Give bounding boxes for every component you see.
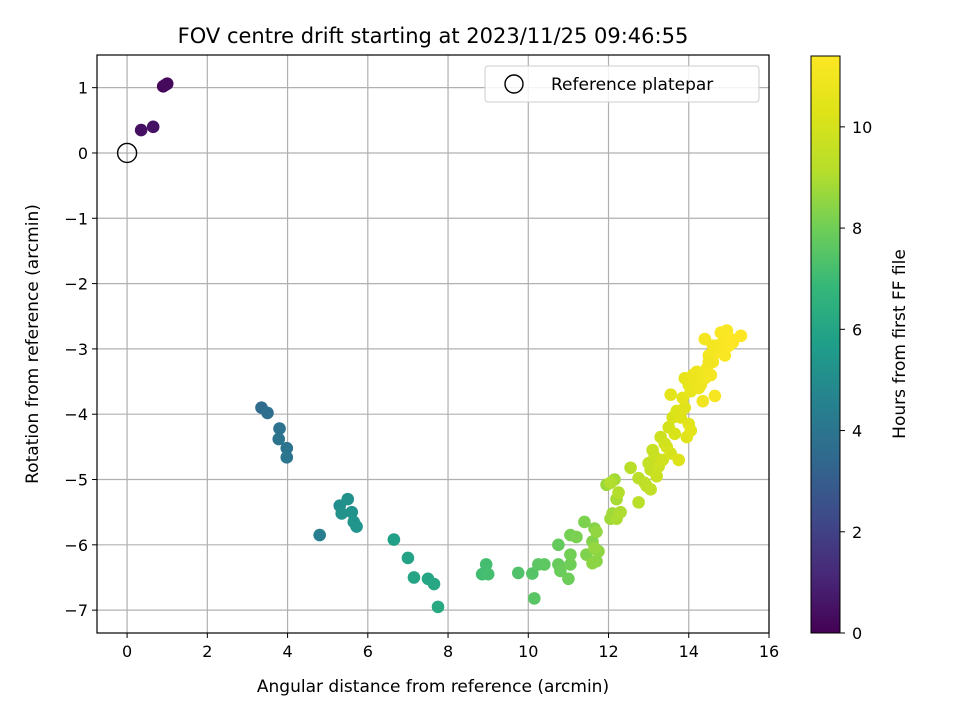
colorbar-tick-label: 0 <box>852 624 862 643</box>
x-tick-label: 14 <box>679 642 699 661</box>
grid-lines <box>97 55 770 633</box>
data-points <box>134 77 748 614</box>
colorbar-tick-label: 6 <box>852 320 862 339</box>
y-tick-label: −1 <box>64 209 88 228</box>
data-point <box>678 401 692 414</box>
data-point <box>644 483 657 496</box>
data-point <box>134 123 148 137</box>
data-point <box>431 600 445 614</box>
colorbar-tick-label: 4 <box>852 422 862 441</box>
colorbar-tick-label: 2 <box>852 523 862 542</box>
y-tick-label: 1 <box>78 79 88 98</box>
data-point <box>345 505 359 519</box>
data-point <box>696 394 710 408</box>
x-axis-label: Angular distance from reference (arcmin) <box>257 677 609 697</box>
plot-frame <box>96 54 770 634</box>
data-point <box>427 577 441 591</box>
y-tick-label: −4 <box>64 405 88 424</box>
data-point <box>650 469 663 483</box>
data-point <box>664 388 678 401</box>
data-point <box>614 505 627 519</box>
y-tick-label: −5 <box>64 471 88 490</box>
x-axis-ticks: 0 2 4 6 8 10 12 14 16 <box>122 633 779 661</box>
data-point <box>481 567 495 581</box>
y-axis-label: Rotation from reference (arcmin) <box>23 204 43 484</box>
x-tick-label: 4 <box>282 642 292 661</box>
data-point <box>702 355 716 369</box>
data-point <box>624 461 637 475</box>
data-point <box>273 422 286 435</box>
x-tick-label: 6 <box>363 642 373 661</box>
x-tick-label: 8 <box>443 642 453 661</box>
data-point <box>528 592 541 605</box>
data-point <box>632 496 645 509</box>
y-tick-label: −7 <box>64 601 88 620</box>
data-point <box>350 520 363 533</box>
data-point <box>280 441 294 455</box>
y-tick-label: −2 <box>64 275 88 294</box>
y-tick-label: 0 <box>78 144 88 163</box>
data-point <box>146 120 160 134</box>
colorbar-ticks: 0 2 4 6 8 10 <box>840 118 872 643</box>
x-tick-label: 0 <box>122 642 132 661</box>
data-point <box>672 453 686 467</box>
legend-label: Reference platepar <box>551 75 713 95</box>
y-axis-ticks: 1 0 −1 −2 −3 −4 −5 −6 −7 <box>64 79 97 620</box>
data-point <box>525 567 539 580</box>
data-point <box>407 571 421 584</box>
data-point <box>692 381 706 395</box>
data-point <box>570 530 583 544</box>
data-point <box>564 548 577 561</box>
reference-marker <box>116 142 138 164</box>
data-point <box>718 349 732 362</box>
colorbar-tick-label: 10 <box>852 118 872 137</box>
data-point <box>562 572 575 586</box>
data-point <box>158 78 172 92</box>
data-point <box>335 507 349 520</box>
data-point <box>706 339 720 352</box>
chart-title: FOV centre drift starting at 2023/11/25 … <box>178 24 689 48</box>
data-point <box>511 566 525 580</box>
data-point <box>564 558 577 571</box>
data-point <box>479 558 493 571</box>
data-point <box>734 329 748 343</box>
data-point <box>668 427 682 441</box>
data-point <box>578 515 591 529</box>
data-point <box>272 432 286 446</box>
x-tick-label: 12 <box>598 642 618 661</box>
colorbar-gradient <box>810 55 841 634</box>
x-tick-label: 16 <box>759 642 779 661</box>
data-point <box>554 564 567 578</box>
y-tick-label: −6 <box>64 536 88 555</box>
reference-platepar-marker <box>116 142 138 164</box>
data-point <box>387 533 401 546</box>
data-point <box>261 406 274 420</box>
data-point <box>586 556 599 570</box>
data-point <box>612 486 625 499</box>
colorbar-tick-label: 8 <box>852 219 862 238</box>
x-tick-label: 2 <box>202 642 212 661</box>
colorbar-label: Hours from first FF file <box>890 249 910 439</box>
colorbar: 0 2 4 6 8 10 Hours from first FF file <box>810 55 910 643</box>
legend-box <box>484 65 760 103</box>
data-point <box>280 451 294 464</box>
data-point <box>401 551 415 565</box>
data-point <box>708 389 722 403</box>
data-point <box>590 525 603 539</box>
legend: Reference platepar <box>484 65 760 103</box>
data-point <box>313 528 326 542</box>
data-point <box>552 538 565 552</box>
data-point <box>341 492 355 506</box>
legend-reference-marker <box>504 74 524 94</box>
data-point <box>704 368 718 382</box>
data-point <box>604 476 617 490</box>
y-tick-label: −3 <box>64 340 88 359</box>
data-point <box>538 558 551 571</box>
x-tick-label: 10 <box>518 642 538 661</box>
data-point <box>588 541 601 555</box>
data-point <box>684 424 698 437</box>
